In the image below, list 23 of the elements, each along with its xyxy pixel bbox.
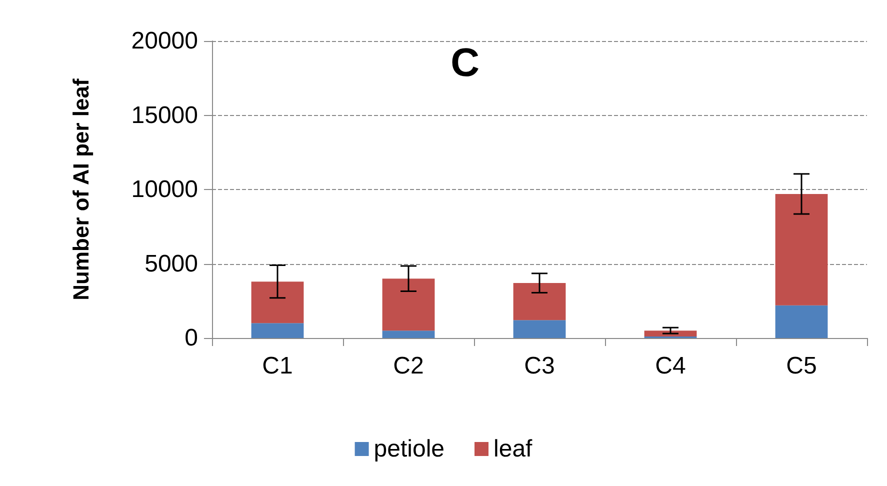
bar xyxy=(513,320,566,338)
y-tick-label: 15000 xyxy=(131,102,198,129)
x-tick-label: C3 xyxy=(524,352,555,380)
chart-title: C xyxy=(450,41,480,85)
y-tick-label: 10000 xyxy=(131,176,198,203)
bar xyxy=(251,282,304,324)
legend-label: leaf xyxy=(494,436,533,462)
x-tick-label: C5 xyxy=(786,352,817,380)
x-tick-label: C2 xyxy=(393,352,424,380)
y-axis-title: Number of AI per leaf xyxy=(68,78,94,300)
y-tick-label: 0 xyxy=(184,324,198,352)
y-tick-label: 5000 xyxy=(144,250,198,278)
legend-label: petiole xyxy=(374,436,445,462)
bar xyxy=(382,278,435,331)
x-tick-label: C4 xyxy=(655,352,686,380)
bar xyxy=(382,330,435,338)
bar xyxy=(775,305,828,338)
y-tick-label: 20000 xyxy=(131,28,198,54)
bar xyxy=(775,194,828,306)
bar xyxy=(644,330,697,337)
bar xyxy=(513,283,566,320)
x-tick-label: C1 xyxy=(262,352,293,380)
bar xyxy=(251,323,304,338)
